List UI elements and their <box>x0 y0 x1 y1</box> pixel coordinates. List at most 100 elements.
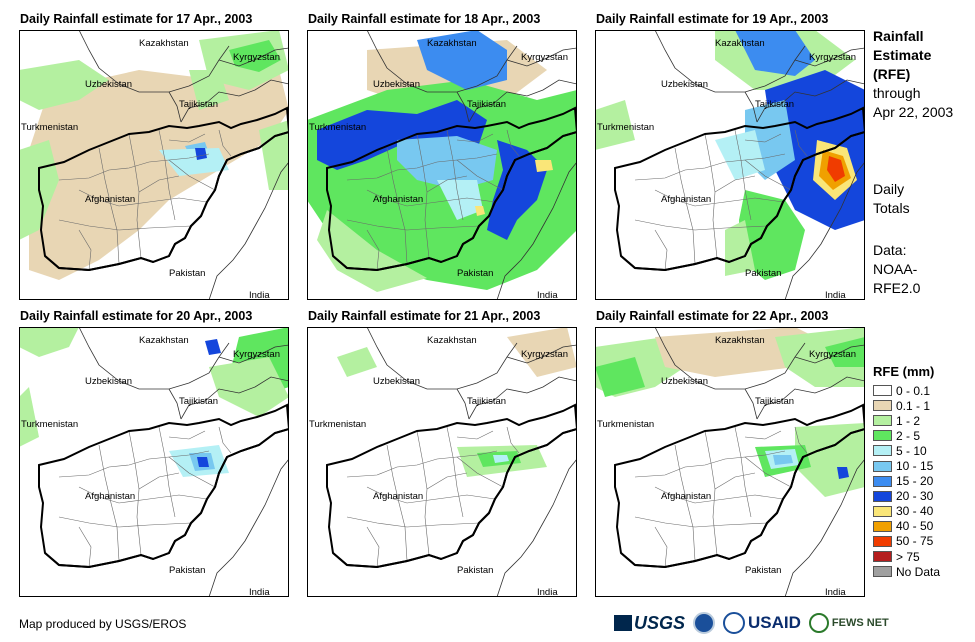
map-label-kazakhstan: Kazakhstan <box>139 38 189 49</box>
map-svg: Kazakhstan Kyrgyzstan Uzbekistan Tajikistan… <box>19 30 289 300</box>
side-through-line: through <box>873 85 921 101</box>
rainfall-area <box>487 140 547 240</box>
map-label-india: India <box>825 587 846 597</box>
map-label-turkmenistan: Turkmenistan <box>21 122 78 133</box>
rainfall-area <box>209 357 289 417</box>
rainfall-area <box>825 337 865 367</box>
legend-label: 1 - 2 <box>896 413 921 428</box>
legend-item: 2 - 5 <box>873 428 940 443</box>
map-label-uzbekistan: Uzbekistan <box>85 79 132 90</box>
legend-swatch <box>873 385 892 397</box>
map-label-afghanistan: Afghanistan <box>661 194 711 205</box>
usgs-logo-text: USGS <box>634 612 686 633</box>
legend-item: 0.1 - 1 <box>873 398 940 413</box>
map-label-pakistan: Pakistan <box>457 268 493 279</box>
usgs-mark-icon <box>614 615 632 631</box>
legend-swatch <box>873 460 892 472</box>
map-label-tajikistan: Tajikistan <box>179 396 218 407</box>
legend-label: 20 - 30 <box>896 489 934 504</box>
legend-label: 50 - 75 <box>896 534 934 549</box>
legend-swatch <box>873 400 892 412</box>
side-data-line: RFE2.0 <box>873 280 921 296</box>
legend-swatch <box>873 535 892 547</box>
legend-item: 10 - 15 <box>873 458 940 473</box>
map-svg: Kazakhstan Kyrgyzstan Uzbekistan Tajikistan… <box>307 30 577 300</box>
rainfall-area <box>19 387 39 447</box>
legend-item: 15 - 20 <box>873 474 940 489</box>
legend-label: > 75 <box>896 549 920 564</box>
globe-icon <box>808 613 829 633</box>
map-label-kazakhstan: Kazakhstan <box>427 335 477 346</box>
rainfall-area <box>795 423 865 497</box>
map-label-uzbekistan: Uzbekistan <box>85 376 132 387</box>
rainfall-area <box>773 455 793 465</box>
rainfall-area <box>507 327 577 377</box>
side-title-line: Estimate <box>873 47 932 63</box>
map-label-pakistan: Pakistan <box>457 565 493 576</box>
map-label-tajikistan: Tajikistan <box>467 396 506 407</box>
legend-swatch <box>873 505 892 517</box>
map-label-pakistan: Pakistan <box>745 268 781 279</box>
map-label-kyrgyzstan: Kyrgyzstan <box>809 52 856 63</box>
legend-swatch <box>873 520 892 532</box>
rainfall-area <box>437 180 483 220</box>
rainfall-area <box>535 160 553 172</box>
side-totals: Daily Totals <box>873 180 910 218</box>
rainfall-area <box>725 220 755 276</box>
map-label-kyrgyzstan: Kyrgyzstan <box>233 52 280 63</box>
usaid-logo-text: USAID <box>748 613 801 632</box>
map-label-afghanistan: Afghanistan <box>373 491 423 502</box>
legend-swatch <box>873 566 892 578</box>
panel-title: Daily Rainfall estimate for 20 Apr., 200… <box>20 309 253 323</box>
map-svg: Kazakhstan Kyrgyzstan Uzbekistan Tajikistan… <box>595 30 865 300</box>
rainfall-area <box>397 136 497 190</box>
legend-swatch <box>873 475 892 487</box>
legend-label: No Data <box>896 564 941 579</box>
map-label-kazakhstan: Kazakhstan <box>715 38 765 49</box>
legend-label: 2 - 5 <box>896 428 921 443</box>
rainfall-map-18: Kazakhstan Kyrgyzstan Uzbekistan Tajikistan… <box>307 30 577 300</box>
legend-item: 1 - 2 <box>873 413 940 428</box>
credit-text: Map produced by USGS/EROS <box>19 617 187 631</box>
map-label-uzbekistan: Uzbekistan <box>373 376 420 387</box>
rainfall-area <box>417 30 507 90</box>
map-label-india: India <box>825 290 846 300</box>
legend-label: 40 - 50 <box>896 519 934 534</box>
map-svg: Kazakhstan Kyrgyzstan Uzbekistan Tajikistan… <box>307 327 577 597</box>
noaa-logo <box>693 612 716 634</box>
map-label-pakistan: Pakistan <box>169 565 205 576</box>
side-title: Rainfall Estimate (RFE) <box>873 27 931 84</box>
legend-item: 0 - 0.1 <box>873 383 940 398</box>
rainfall-area <box>159 148 229 176</box>
map-label-turkmenistan: Turkmenistan <box>597 122 654 133</box>
rainfall-area <box>229 40 281 72</box>
side-data-source: Data: NOAA- RFE2.0 <box>873 241 920 298</box>
map-label-india: India <box>249 587 270 597</box>
rainfall-area <box>205 339 221 355</box>
rainfall-area <box>493 455 509 463</box>
rainfall-area <box>317 210 427 292</box>
rainfall-area <box>595 357 645 397</box>
usgs-logo: USGS <box>614 613 685 634</box>
rainfall-area <box>197 457 209 467</box>
noaa-emblem-icon <box>693 612 716 634</box>
legend-item: 20 - 30 <box>873 489 940 504</box>
legend-item: 5 - 10 <box>873 443 940 458</box>
map-label-uzbekistan: Uzbekistan <box>661 376 708 387</box>
legend-item: 40 - 50 <box>873 519 940 534</box>
map-label-uzbekistan: Uzbekistan <box>661 79 708 90</box>
rainfall-area <box>837 467 849 479</box>
legend-swatch <box>873 430 892 442</box>
map-label-afghanistan: Afghanistan <box>373 194 423 205</box>
map-label-afghanistan: Afghanistan <box>85 194 135 205</box>
legend-item: No Data <box>873 564 940 579</box>
rainfall-map-21: Kazakhstan Kyrgyzstan Uzbekistan Tajikistan… <box>307 327 577 597</box>
rainfall-map-19: Kazakhstan Kyrgyzstan Uzbekistan Tajikistan… <box>595 30 865 300</box>
map-label-tajikistan: Tajikistan <box>755 396 794 407</box>
side-data-line: NOAA- <box>873 261 918 277</box>
rainfall-area <box>189 70 229 110</box>
side-through: through Apr 22, 2003 <box>873 84 953 122</box>
panel-title: Daily Rainfall estimate for 19 Apr., 200… <box>596 12 829 26</box>
legend-item: > 75 <box>873 549 940 564</box>
